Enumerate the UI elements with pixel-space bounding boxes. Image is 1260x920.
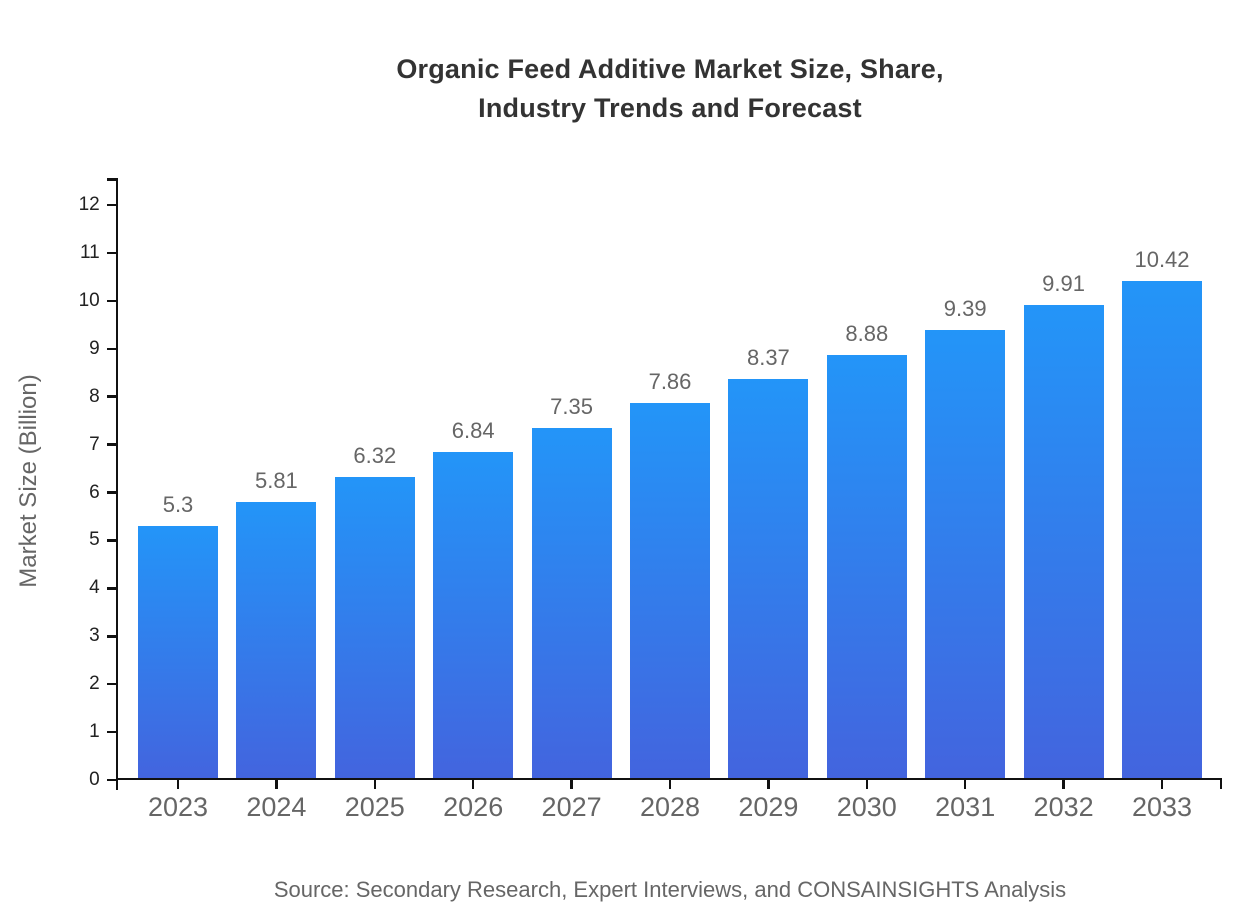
bar-2025 — [334, 477, 415, 780]
y-tick — [106, 635, 116, 638]
y-tick — [106, 491, 116, 494]
x-tick-label: 2031 — [935, 792, 996, 822]
x-axis-line — [115, 777, 1222, 780]
x-tick-label: 2030 — [836, 792, 897, 822]
bar-value-label: 6.84 — [451, 418, 495, 444]
bar-2029 — [728, 378, 809, 780]
x-tick-label: 2029 — [738, 792, 799, 822]
x-tick-label: 2027 — [541, 792, 602, 822]
y-tick — [106, 587, 116, 590]
bar-value-label: 9.39 — [943, 296, 987, 322]
y-tick-label: 0 — [89, 769, 100, 790]
bar-2028 — [630, 403, 710, 780]
y-tick-label: 8 — [89, 385, 100, 407]
y-tick — [106, 682, 116, 686]
y-tick-label: 2 — [89, 673, 100, 695]
x-tick-label: 2028 — [639, 792, 701, 822]
bar-value-label: 6.32 — [353, 443, 397, 469]
y-tick — [106, 251, 116, 255]
y-tick — [106, 778, 116, 782]
y-tick-label: 3 — [89, 625, 100, 647]
y-tick — [106, 347, 116, 350]
bar-value-label: 8.37 — [746, 344, 790, 370]
y-tick — [106, 203, 116, 207]
x-tick — [471, 780, 475, 789]
y-tick — [106, 730, 116, 734]
y-axis-line — [115, 178, 119, 790]
bar-2031 — [925, 330, 1006, 780]
x-tick — [1062, 780, 1065, 789]
bar-value-label: 8.88 — [845, 320, 889, 346]
x-tick — [767, 780, 770, 789]
bar-value-label: 7.35 — [550, 393, 593, 419]
bar-2024 — [236, 501, 317, 780]
bar-2032 — [1023, 305, 1104, 780]
x-tick-label: 2033 — [1131, 792, 1193, 822]
bar-2026 — [433, 452, 514, 780]
bar-2030 — [826, 354, 907, 780]
y-tick — [106, 443, 116, 446]
x-tick — [176, 780, 180, 789]
x-tick — [1160, 780, 1164, 789]
bar-2023 — [138, 526, 218, 780]
bar-2033 — [1122, 280, 1202, 780]
x-tick — [865, 780, 869, 789]
bar-value-label: 7.86 — [648, 369, 692, 395]
bar-value-label: 9.91 — [1042, 271, 1085, 297]
y-tick-label: 11 — [80, 241, 100, 263]
y-tick-label: 7 — [89, 433, 100, 455]
x-tick — [373, 780, 377, 789]
y-tick — [106, 299, 116, 303]
x-tick-label: 2023 — [147, 792, 209, 822]
bar-value-label: 10.42 — [1134, 246, 1190, 272]
y-tick-label: 9 — [89, 337, 100, 359]
bar-2027 — [531, 427, 612, 780]
y-tick-label: 10 — [78, 289, 100, 311]
y-tick-label: 1 — [89, 721, 100, 743]
y-tick-label: 12 — [78, 194, 100, 215]
x-tick — [668, 780, 672, 789]
bar-value-label: 5.3 — [162, 492, 194, 518]
x-tick-label: 2024 — [246, 792, 307, 822]
x-tick-label: 2025 — [344, 792, 405, 822]
x-axis-end-cap — [1219, 780, 1222, 789]
y-tick-label: 4 — [89, 577, 100, 599]
y-tick — [106, 539, 116, 542]
y-tick — [106, 395, 116, 398]
y-axis-end-cap — [106, 178, 116, 181]
source-note: Source: Secondary Research, Expert Inter… — [273, 877, 1067, 902]
chart-title: Organic Feed Additive Market Size, Share… — [396, 54, 944, 123]
bar-value-label: 5.81 — [254, 467, 298, 493]
y-tick-label: 6 — [89, 481, 100, 503]
x-tick-label: 2026 — [443, 792, 504, 822]
x-tick — [570, 780, 573, 789]
x-tick-label: 2032 — [1033, 792, 1094, 822]
x-tick — [963, 780, 967, 789]
y-tick-label: 5 — [89, 529, 100, 551]
x-tick — [275, 780, 278, 789]
